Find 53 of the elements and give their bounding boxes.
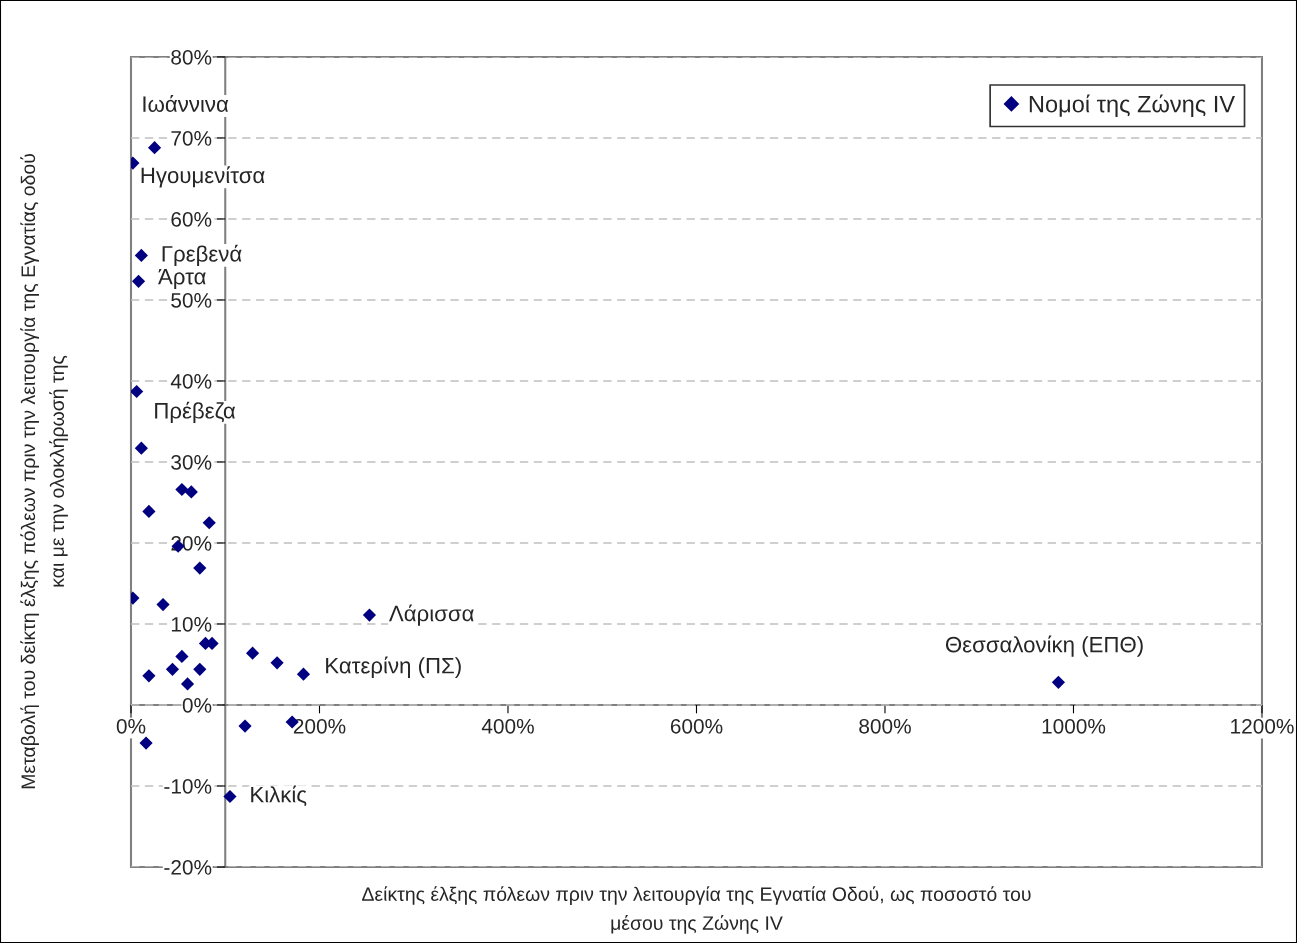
x-tick-label: 800%	[859, 718, 911, 734]
point	[131, 384, 144, 399]
y-tick-label: -10%	[164, 778, 212, 794]
point	[175, 482, 189, 497]
x-tick-label: 200%	[293, 718, 346, 734]
y-tick-label: 0%	[182, 697, 212, 713]
annotation: Γρεβενά	[162, 244, 242, 267]
point	[134, 441, 148, 455]
point	[165, 662, 180, 676]
point	[245, 646, 260, 660]
y-tick-label: 50%	[171, 292, 212, 308]
point	[156, 597, 170, 612]
point	[142, 504, 156, 518]
y-tick-label: 40%	[170, 373, 212, 389]
y-tick-label: 10%	[171, 616, 212, 632]
point	[193, 561, 207, 575]
point	[142, 669, 156, 683]
x-tick-label: 1000%	[1042, 718, 1106, 734]
point	[270, 656, 284, 670]
point	[180, 677, 195, 691]
x-tick-label: 600%	[670, 718, 723, 734]
point	[175, 649, 189, 663]
annotation: Άρτα	[158, 268, 206, 289]
point	[139, 736, 153, 750]
y-tick-label: 30%	[171, 454, 212, 470]
annotation: Λάρισσα	[389, 604, 474, 626]
x-axis-title: Δείκτης έλξης πόλεων πριν την λειτουργία της Εγνατία Οδού, ως ποσοστό του μέσου της Ζώνης IV	[362, 886, 1031, 934]
point	[134, 248, 148, 262]
annotation: Θεσσαλονίκη (ΕΠΘ)	[945, 635, 1143, 657]
point	[193, 662, 207, 676]
point	[238, 719, 252, 733]
y-tick-label: -20%	[164, 860, 212, 875]
x-tick-label: 400%	[481, 718, 534, 734]
point	[131, 274, 146, 288]
point	[147, 141, 162, 155]
point	[1051, 675, 1065, 689]
annotation: Πρέβεζα	[155, 401, 236, 424]
y-tick-label: 70%	[171, 130, 212, 146]
point	[223, 789, 237, 804]
y-tick-label: 80%	[171, 49, 212, 65]
point	[184, 485, 198, 499]
annotation: Ηγουμενίτσα	[141, 166, 265, 188]
y-tick-label: 60%	[171, 211, 212, 227]
annotation: Ιωάννινα	[143, 95, 229, 112]
point	[202, 516, 216, 530]
point	[362, 608, 377, 622]
x-tick-label: 1200%	[1231, 718, 1294, 734]
annotation: Κιλκίς	[251, 785, 307, 807]
x-tick-label: 0%	[116, 718, 146, 734]
point	[296, 667, 311, 681]
legend-label: Νομοί της Ζώνης IV	[1029, 94, 1235, 118]
y-axis-title: Μεταβολή του δείκτη έλξης πόλεων πριν την λειτουργία της Εγνατίας οδού και με την ολοκλήρωσή της	[20, 154, 68, 789]
annotation: Κατερίνη (ΠΣ)	[326, 656, 461, 678]
